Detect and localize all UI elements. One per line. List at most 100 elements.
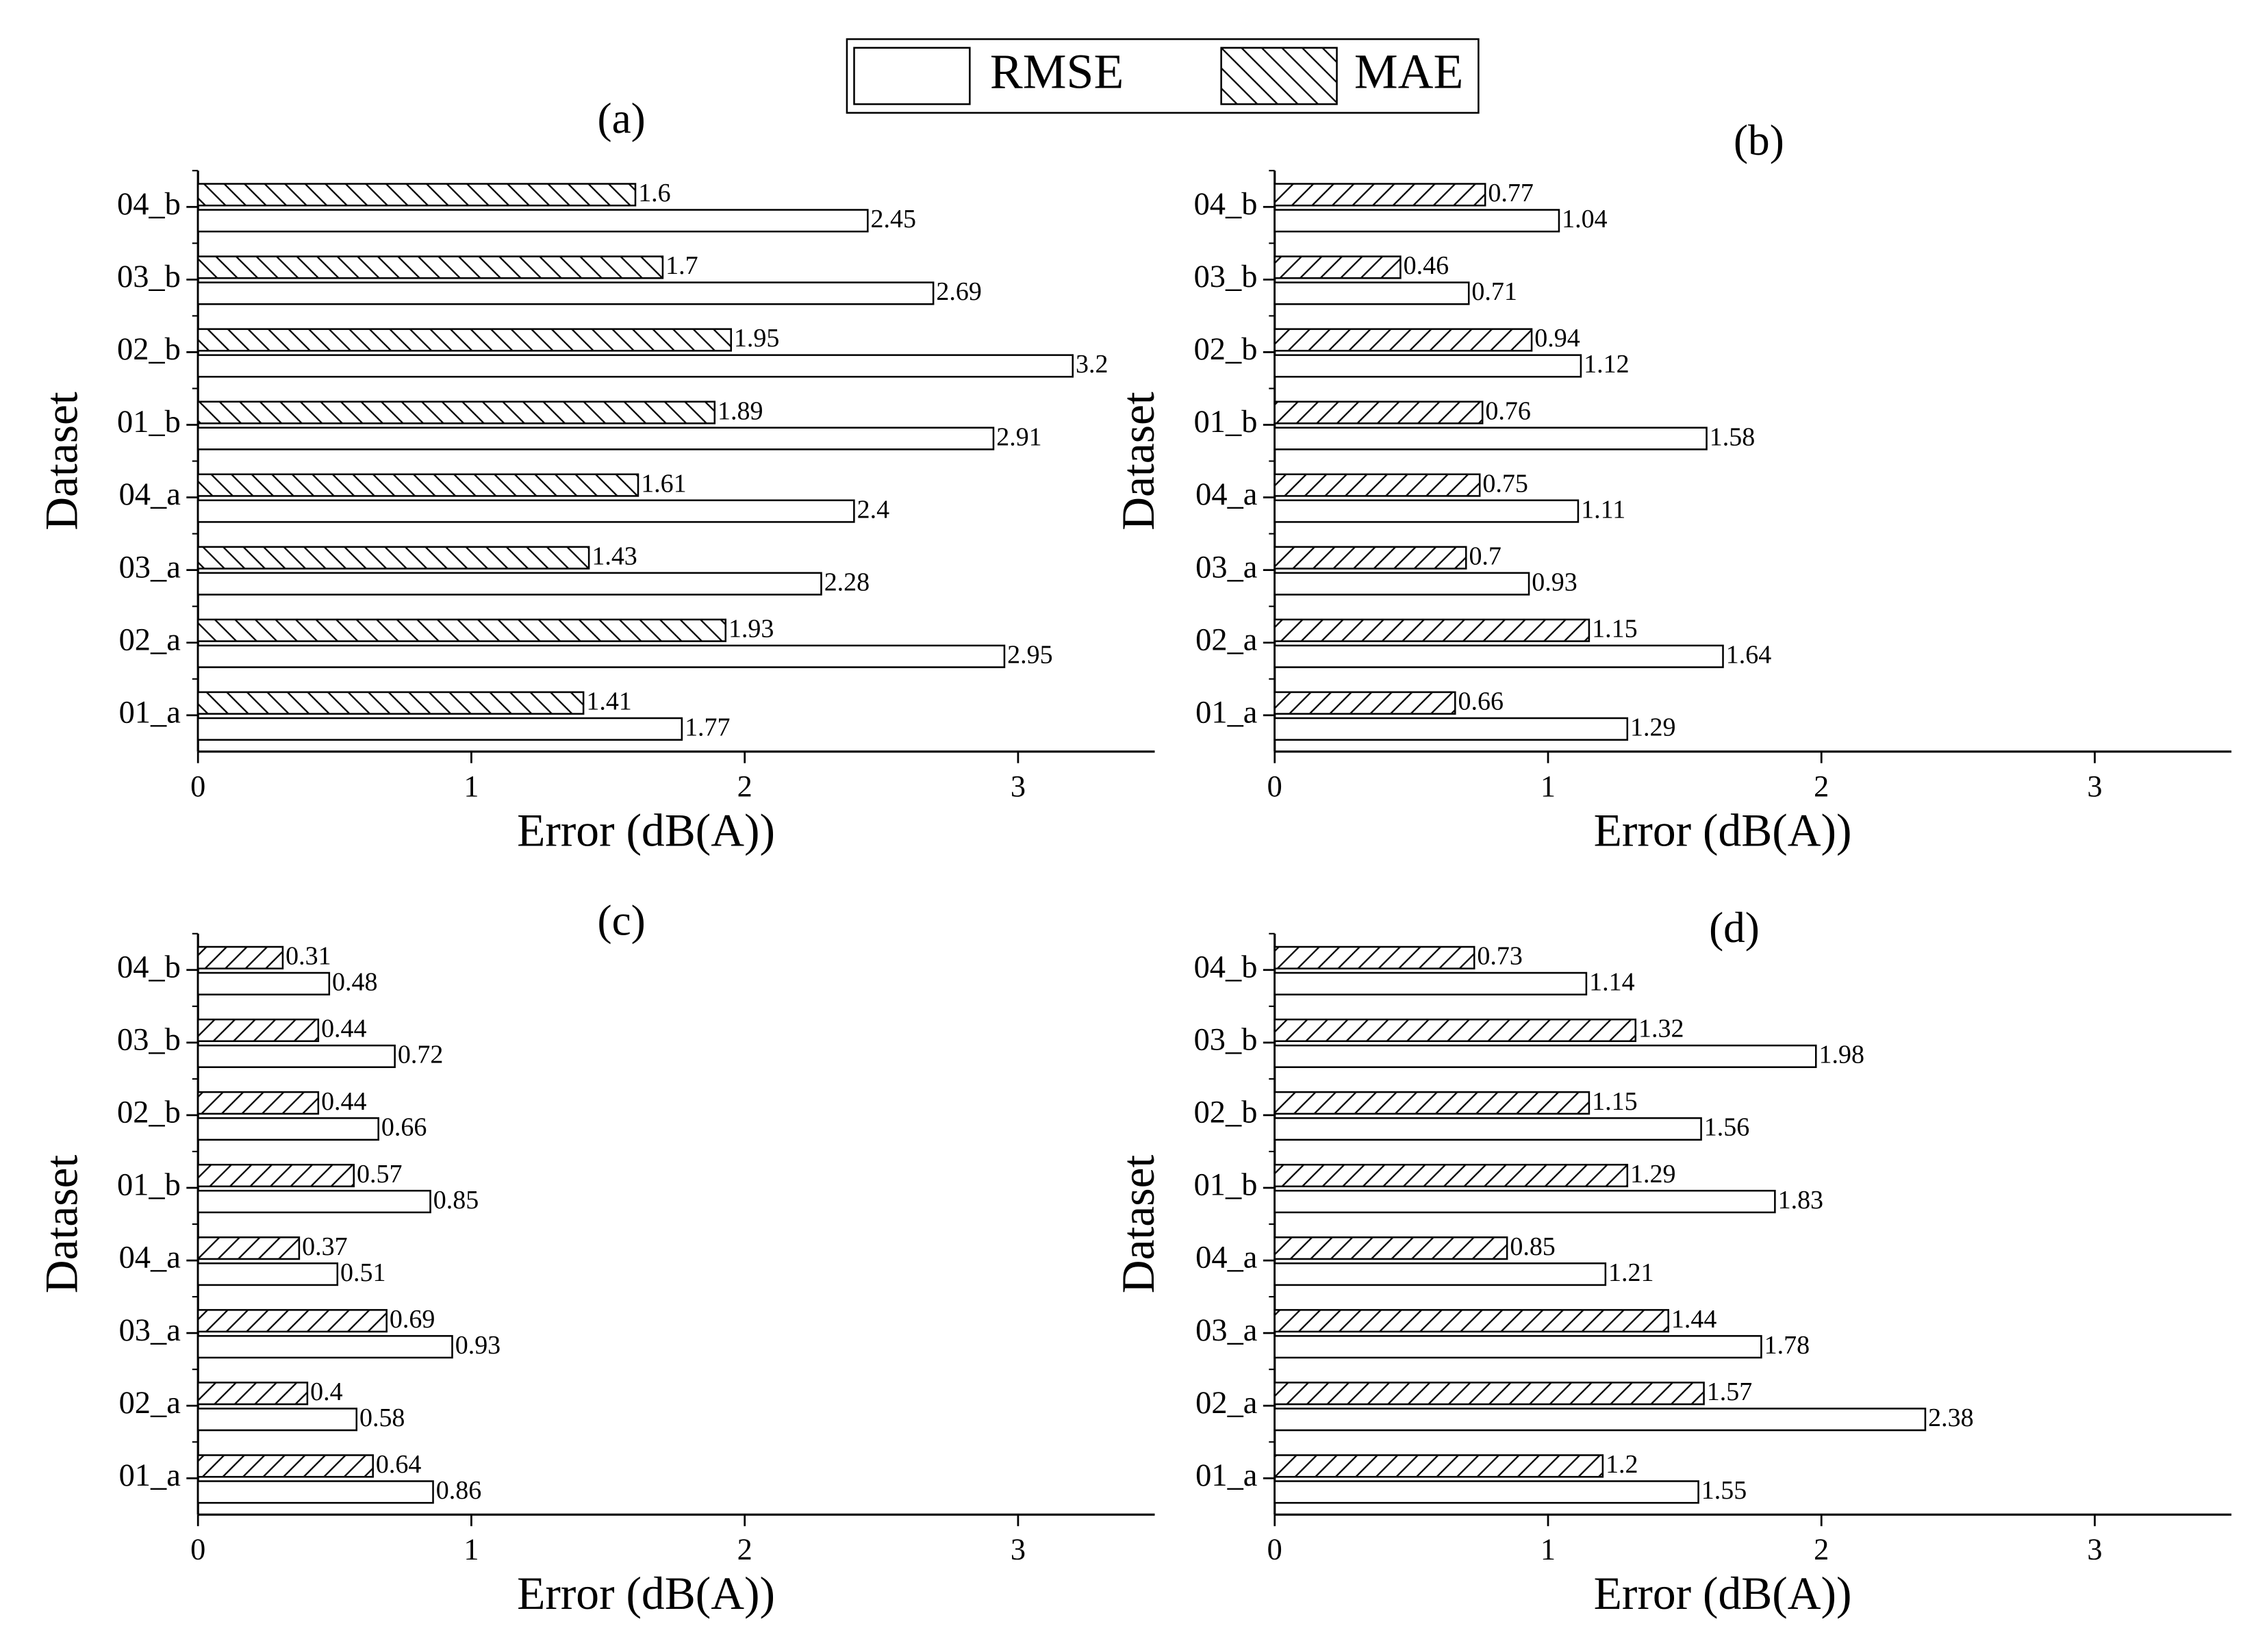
- bar: [1273, 1382, 1705, 1406]
- value-label: 0.46: [1404, 251, 1449, 280]
- y-tick-label: 04_a: [119, 477, 181, 512]
- bar: [1273, 1117, 1702, 1141]
- value-label: 0.77: [1488, 179, 1533, 207]
- value-label: 0.37: [302, 1232, 347, 1261]
- legend-label: RMSE: [990, 45, 1124, 99]
- bar: [1273, 401, 1484, 424]
- value-label: 1.89: [718, 396, 763, 425]
- value-label: 0.94: [1534, 324, 1580, 353]
- x-tick-label: 1: [464, 1532, 479, 1566]
- bar: [1273, 499, 1580, 523]
- bar: [197, 427, 995, 450]
- bar: [197, 691, 585, 715]
- bar: [197, 1236, 301, 1260]
- value-label: 0.86: [436, 1476, 481, 1505]
- value-label: 3.2: [1076, 350, 1108, 379]
- bar: [1273, 427, 1708, 450]
- value-label: 2.28: [824, 568, 870, 596]
- value-label: 1.15: [1592, 1087, 1637, 1116]
- y-tick-label: 01_b: [117, 405, 181, 440]
- value-label: 1.2: [1606, 1450, 1638, 1479]
- value-label: 1.98: [1819, 1041, 1864, 1069]
- value-label: 1.11: [1581, 495, 1625, 524]
- y-tick-label: 03_b: [117, 259, 181, 294]
- y-tick-label: 01_b: [117, 1168, 181, 1203]
- x-axis-label: Error (dB(A)): [517, 1568, 775, 1619]
- y-tick-label: 02_b: [117, 332, 181, 367]
- value-label: 1.6: [638, 179, 670, 207]
- x-axis-label: Error (dB(A)): [1594, 1568, 1852, 1619]
- bar: [197, 473, 639, 497]
- value-label: 0.69: [390, 1305, 435, 1334]
- bar: [1273, 183, 1486, 207]
- bar: [197, 717, 683, 741]
- value-label: 0.93: [455, 1331, 500, 1360]
- value-label: 0.85: [433, 1186, 479, 1215]
- bar: [1273, 1335, 1762, 1359]
- bar: [197, 1018, 320, 1043]
- x-tick-label: 0: [190, 1532, 205, 1566]
- y-tick-label: 04_a: [119, 1241, 181, 1275]
- value-label: 2.69: [936, 277, 981, 306]
- value-label: 0.48: [332, 968, 377, 997]
- bar: [1273, 209, 1560, 233]
- value-label: 1.83: [1778, 1186, 1823, 1215]
- y-tick-label: 03_b: [1194, 259, 1258, 294]
- value-label: 1.57: [1707, 1377, 1752, 1406]
- y-tick-label: 04_b: [1194, 950, 1258, 984]
- y-tick-label: 02_a: [1195, 1386, 1257, 1421]
- y-tick-label: 02_a: [119, 622, 181, 657]
- bar: [197, 1091, 320, 1115]
- panel-title: (c): [598, 897, 646, 945]
- bar: [1273, 1480, 1699, 1504]
- panel-title: (d): [1709, 904, 1760, 952]
- bar: [1273, 1044, 1817, 1069]
- bar: [197, 1044, 396, 1069]
- bar: [197, 354, 1074, 378]
- bar: [197, 1189, 431, 1214]
- x-tick-label: 0: [1267, 1532, 1282, 1566]
- bar: [197, 328, 732, 352]
- bar: [197, 401, 716, 424]
- bar: [197, 499, 855, 523]
- bar: [1273, 281, 1470, 305]
- value-label: 0.71: [1471, 277, 1517, 306]
- value-label: 1.61: [641, 469, 686, 498]
- bar: [1273, 1309, 1669, 1333]
- bar: [1273, 546, 1467, 570]
- bar: [197, 183, 637, 207]
- value-label: 1.64: [1726, 641, 1771, 670]
- bar: [1273, 1018, 1637, 1043]
- bar: [197, 572, 822, 596]
- bar: [197, 1117, 379, 1141]
- legend-swatch: [853, 47, 971, 105]
- bar: [197, 255, 664, 279]
- x-tick-label: 2: [737, 770, 752, 803]
- legend-box: [846, 38, 1480, 114]
- value-label: 1.93: [728, 615, 774, 644]
- bar: [1273, 328, 1533, 352]
- bar: [1273, 1262, 1607, 1286]
- y-tick-label: 04_a: [1195, 1241, 1257, 1275]
- bar: [197, 1309, 388, 1333]
- value-label: 0.57: [357, 1160, 402, 1189]
- value-label: 2.45: [871, 205, 916, 233]
- value-label: 1.7: [666, 251, 698, 280]
- bar: [197, 1382, 309, 1406]
- y-tick-label: 01_a: [1195, 1458, 1257, 1493]
- x-tick-label: 0: [1267, 770, 1282, 803]
- y-tick-label: 04_a: [1195, 477, 1257, 512]
- bar: [197, 281, 935, 305]
- bar: [1273, 644, 1724, 668]
- bar: [1273, 1408, 1927, 1432]
- value-label: 1.78: [1764, 1331, 1810, 1360]
- y-tick-label: 01_a: [119, 1458, 181, 1493]
- value-label: 1.41: [586, 687, 631, 716]
- bar: [1273, 1091, 1591, 1115]
- x-tick-label: 2: [737, 1532, 752, 1566]
- x-tick-label: 3: [2087, 1532, 2102, 1566]
- value-label: 2.38: [1928, 1403, 1973, 1432]
- bar: [1273, 618, 1591, 642]
- x-tick-label: 3: [1011, 1532, 1026, 1566]
- y-tick-label: 03_a: [119, 1313, 181, 1348]
